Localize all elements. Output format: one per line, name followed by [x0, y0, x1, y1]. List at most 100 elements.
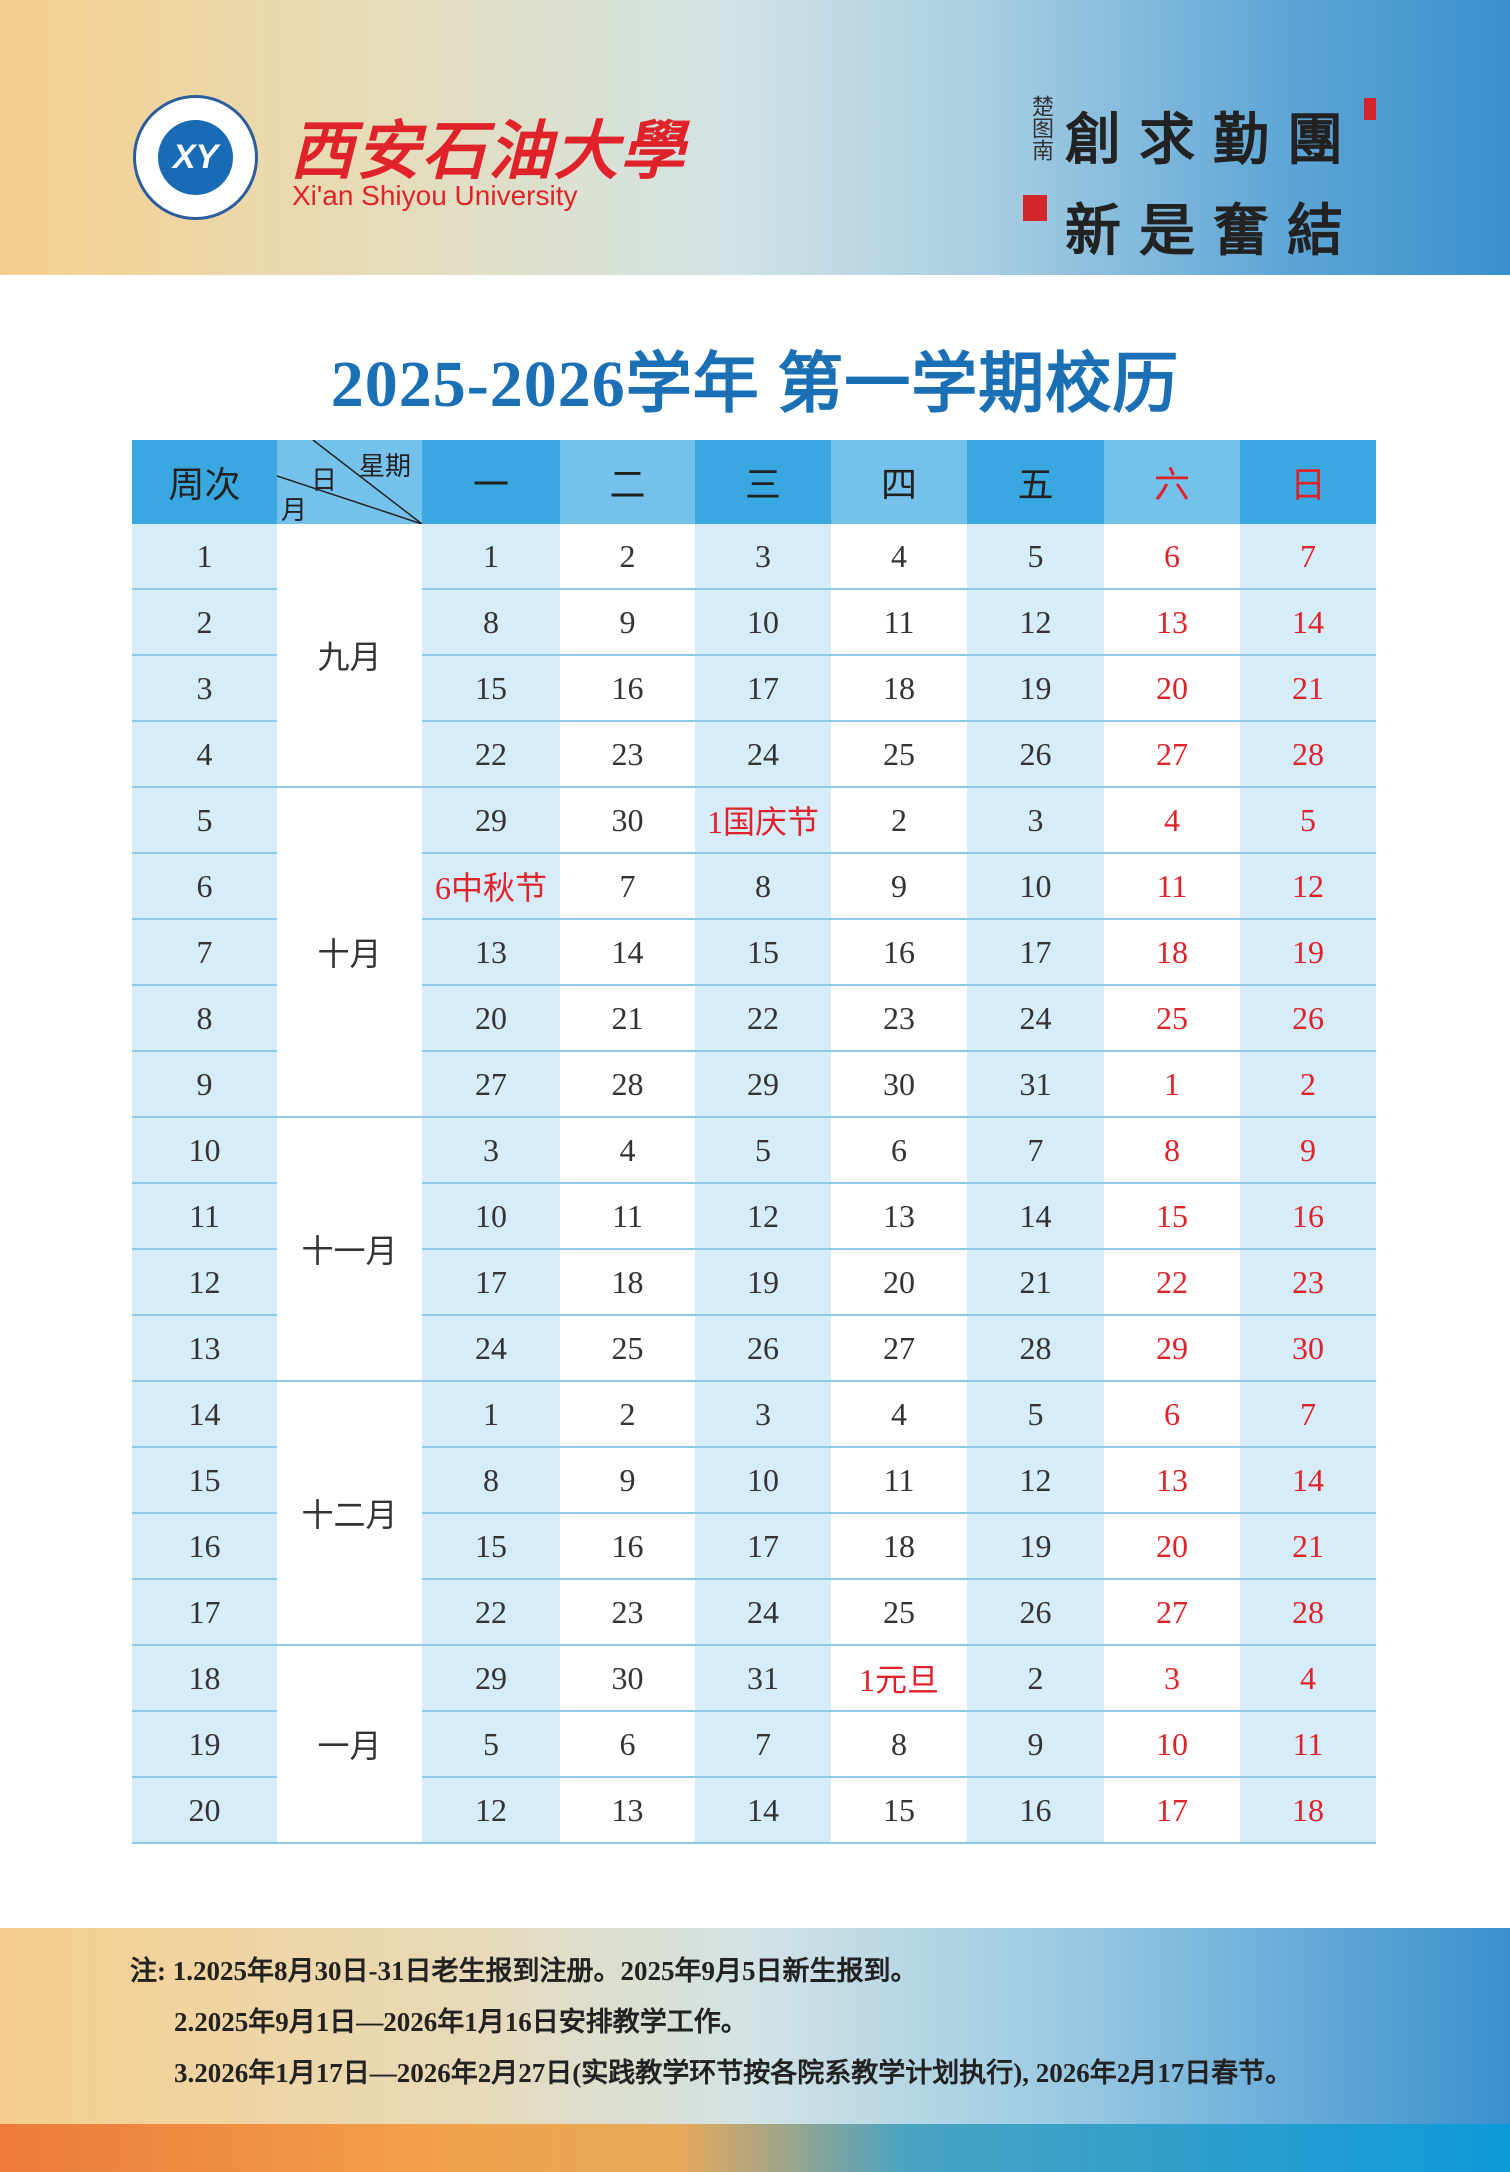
- week-row: 14 十二月 1 2 3 4 5 6 7: [132, 1381, 1376, 1646]
- day-cell: 24: [695, 1579, 831, 1646]
- day-cell: 27: [1104, 1579, 1240, 1646]
- day-cell: 3: [422, 1117, 560, 1184]
- day-cell: 18: [1104, 919, 1240, 986]
- week-number: 20: [132, 1777, 277, 1844]
- day-cell: 18: [1240, 1777, 1376, 1844]
- day-cell: 23: [831, 985, 967, 1052]
- header-banner: XY 西安石油大學 Xi'an Shiyou University 楚图南 創 …: [0, 0, 1510, 275]
- day-cell: 15: [1104, 1183, 1240, 1250]
- holiday-cell: 1国庆节: [695, 787, 831, 854]
- week-row: 9 27 28 29 30 31 1 2: [132, 1051, 1376, 1118]
- footer-banner: [0, 1928, 1510, 2172]
- week-number: 15: [132, 1447, 277, 1514]
- day-cell: 11: [831, 1447, 967, 1514]
- day-cell: 26: [1240, 985, 1376, 1052]
- day-cell: 11: [831, 589, 967, 656]
- corner-header: 星期 日 月: [277, 440, 422, 525]
- day-cell: 13: [422, 919, 560, 986]
- day-cell: 4: [1104, 787, 1240, 854]
- day-cell: 28: [560, 1051, 695, 1118]
- day-cell: 4: [560, 1117, 695, 1184]
- day-cell: 22: [422, 1579, 560, 1646]
- day-cell: 23: [560, 721, 695, 788]
- weekday-thu: 四: [831, 440, 967, 524]
- day-cell: 27: [831, 1315, 967, 1382]
- day-cell: 8: [422, 589, 560, 656]
- day-cell: 19: [695, 1249, 831, 1316]
- day-cell: 5: [422, 1711, 560, 1778]
- day-cell: 15: [695, 919, 831, 986]
- day-cell: 22: [695, 985, 831, 1052]
- month-label: 一月: [277, 1645, 422, 1844]
- day-cell: 24: [967, 985, 1104, 1052]
- motto-char: 是: [1139, 201, 1195, 263]
- week-number: 17: [132, 1579, 277, 1646]
- day-cell: 24: [422, 1315, 560, 1382]
- week-row: 20 12 13 14 15 16 17 18: [132, 1777, 1376, 1844]
- day-cell: 9: [831, 853, 967, 920]
- day-cell: 17: [1104, 1777, 1240, 1844]
- day-cell: 2: [1240, 1051, 1376, 1118]
- day-cell: 1: [422, 1381, 560, 1448]
- day-cell: 27: [1104, 721, 1240, 788]
- motto-char: 奮: [1213, 201, 1269, 263]
- day-cell: 23: [1240, 1249, 1376, 1316]
- calendar-body: 1 九月 1 2 3 4 5 6 7 2 8 9 10 11 12 13 14 3 15 16 17 18 19 20 21 4 2…: [132, 524, 1376, 1844]
- day-cell: 30: [560, 787, 695, 854]
- week-row: 7 13 14 15 16 17 18 19: [132, 919, 1376, 986]
- day-cell: 17: [695, 1513, 831, 1580]
- day-cell: 3: [695, 524, 831, 590]
- day-cell: 26: [695, 1315, 831, 1382]
- day-cell: 10: [422, 1183, 560, 1250]
- day-cell: 21: [560, 985, 695, 1052]
- calendar-table: 周次 星期 日 月 一 二 三 四 五 六 日 1 九月 1 2 3 4 5 6 7 2 8 9 10 1…: [132, 440, 1376, 1844]
- day-cell: 2: [560, 1381, 695, 1448]
- week-row: 19 5 6 7 8 9 10 11: [132, 1711, 1376, 1778]
- day-cell: 15: [831, 1777, 967, 1844]
- corner-weekday-label: 星期: [359, 452, 412, 481]
- day-cell: 12: [967, 589, 1104, 656]
- day-cell: 8: [831, 1711, 967, 1778]
- day-cell: 9: [560, 1447, 695, 1514]
- week-row: 6 6中秋节 7 8 9 10 11 12: [132, 853, 1376, 920]
- week-row: 17 22 23 24 25 26 27 28: [132, 1579, 1376, 1646]
- day-cell: 7: [1240, 1381, 1376, 1448]
- university-name-en: Xi'an Shiyou University: [292, 180, 578, 211]
- motto-char: 結: [1287, 201, 1343, 263]
- week-row: 5 十月 29 30 1国庆节 2 3 4 5: [132, 787, 1376, 1118]
- weekday-tue: 二: [560, 440, 695, 524]
- week-row: 8 20 21 22 23 24 25 26: [132, 985, 1376, 1052]
- weekday-mon: 一: [422, 440, 560, 524]
- footer-skyline-ground: [0, 2124, 1510, 2172]
- day-cell: 2: [831, 787, 967, 854]
- day-cell: 23: [560, 1579, 695, 1646]
- day-cell: 26: [967, 721, 1104, 788]
- weekday-sat: 六: [1104, 440, 1240, 524]
- day-cell: 14: [1240, 589, 1376, 656]
- day-cell: 5: [695, 1117, 831, 1184]
- week-row: 11 10 11 12 13 14 15 16: [132, 1183, 1376, 1250]
- day-cell: 14: [967, 1183, 1104, 1250]
- week-number: 12: [132, 1249, 277, 1316]
- day-cell: 12: [1240, 853, 1376, 920]
- university-emblem: XY: [133, 95, 258, 220]
- weekday-sun: 日: [1240, 440, 1376, 524]
- day-cell: 11: [1104, 853, 1240, 920]
- day-cell: 30: [560, 1645, 695, 1712]
- day-cell: 6: [1104, 524, 1240, 590]
- week-number: 19: [132, 1711, 277, 1778]
- day-cell: 7: [695, 1711, 831, 1778]
- day-cell: 1: [1104, 1051, 1240, 1118]
- day-cell: 26: [967, 1579, 1104, 1646]
- week-row: 1 九月 1 2 3 4 5 6 7: [132, 524, 1376, 788]
- week-row: 18 一月 29 30 31 1元旦 2 3 4: [132, 1645, 1376, 1844]
- day-cell: 17: [695, 655, 831, 722]
- corner-month-label: 月: [281, 496, 308, 525]
- day-cell: 19: [967, 1513, 1104, 1580]
- day-cell: 7: [967, 1117, 1104, 1184]
- day-cell: 7: [560, 853, 695, 920]
- day-cell: 8: [422, 1447, 560, 1514]
- day-cell: 12: [422, 1777, 560, 1844]
- day-cell: 30: [1240, 1315, 1376, 1382]
- day-cell: 12: [695, 1183, 831, 1250]
